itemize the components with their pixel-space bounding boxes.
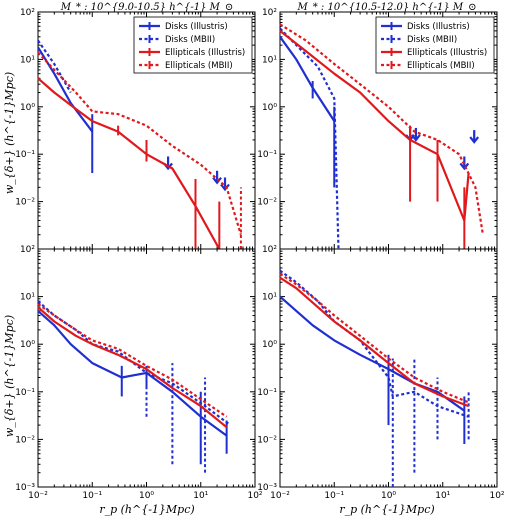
upper-limit-arrowhead: [220, 183, 230, 192]
x-tick-label: 10²: [247, 491, 262, 501]
column-title-left: M_* : 10^{9.0-10.5} h^{-1} M_⊙: [60, 2, 234, 13]
series-line: [279, 30, 470, 222]
series-line: [37, 77, 221, 250]
y-tick-label: 10⁻²: [257, 198, 277, 208]
x-tick-label: 10⁻²: [270, 491, 290, 501]
upper-limit-arrowhead: [411, 134, 421, 142]
y-tick-label: 10⁰: [20, 103, 35, 113]
upper-limit-arrowhead: [212, 177, 222, 185]
y-tick-label: 10²: [20, 245, 35, 255]
panel-top-left: 10⁻² 10⁻¹ 10⁰ 10¹ 10² Disks (Illustris) Disks …: [15, 8, 256, 250]
series-line: [279, 36, 336, 122]
legend-label: Disks (Illustris): [407, 22, 470, 32]
column-title-right: M_* : 10^{10.5-12.0} h^{-1} M_⊙: [297, 2, 477, 13]
y-tick-label: 10¹: [262, 293, 277, 303]
y-tick-label: 10⁰: [262, 103, 277, 113]
panel-top-right: 10⁻² 10⁻¹ 10⁰ 10¹ 10² Disks (Illustris) Disks …: [257, 8, 498, 250]
series-line: [279, 295, 465, 412]
legend-label: Disks (MBII): [165, 35, 215, 45]
series-line: [279, 272, 470, 404]
series-line: [37, 51, 242, 236]
legend-label: Ellipticals (Illustris): [165, 48, 245, 58]
legend-label: Ellipticals (MBII): [165, 61, 233, 71]
y-tick-label: 10⁰: [262, 340, 277, 350]
x-axis-label-right: r_p (h^{-1}Mpc): [339, 503, 434, 516]
x-tick-label: 10⁰: [139, 491, 154, 501]
series-line: [279, 23, 484, 235]
x-tick-label: 10¹: [193, 491, 208, 501]
y-tick-label: 10⁻¹: [257, 150, 277, 160]
x-tick-label: 10⁻¹: [324, 491, 344, 501]
y-tick-label: 10²: [20, 8, 35, 18]
x-axis-label-left: r_p (h^{-1}Mpc): [99, 503, 194, 516]
y-axis-label-bottom: w_{δ+} (h^{-1}Mpc): [3, 315, 16, 437]
x-tick-label: 10²: [489, 491, 504, 501]
series-line: [37, 39, 72, 94]
y-axis-label-top: w_{δ+} (h^{-1}Mpc): [3, 72, 16, 194]
upper-limit-arrowhead: [459, 162, 470, 171]
y-tick-label: 10⁻¹: [15, 388, 35, 398]
y-tick-label: 10⁻¹: [257, 388, 277, 398]
series-line: [279, 276, 469, 408]
x-tick-label: 10⁰: [381, 491, 396, 501]
y-tick-label: 10¹: [20, 293, 35, 303]
x-tick-label: 10⁻²: [28, 491, 48, 501]
series-line: [279, 269, 469, 418]
y-tick-label: 10⁻¹: [15, 150, 35, 160]
series-line: [37, 306, 228, 429]
y-tick-label: 10¹: [262, 55, 277, 65]
plot-area: 10⁻² 10⁻¹ 10⁰ 10¹ 10² Disks (Illustris) Disks …: [15, 8, 505, 501]
y-tick-label: 10⁻³: [15, 483, 35, 493]
y-tick-label: 10⁻²: [257, 435, 277, 445]
y-tick-label: 10¹: [20, 55, 35, 65]
series-line: [37, 303, 228, 418]
series-line: [279, 27, 340, 250]
y-tick-label: 10⁻²: [15, 198, 35, 208]
upper-limit-arrowhead: [469, 136, 480, 144]
legend-label: Ellipticals (Illustris): [407, 48, 487, 58]
legend-label: Disks (MBII): [407, 35, 457, 45]
legend-label: Disks (Illustris): [165, 22, 228, 32]
legend-label: Ellipticals (MBII): [407, 61, 475, 71]
x-tick-label: 10⁻¹: [82, 491, 102, 501]
x-tick-label: 10¹: [435, 491, 450, 501]
y-tick-label: 10⁰: [20, 340, 35, 350]
y-tick-label: 10⁻²: [15, 435, 35, 445]
y-tick-label: 10⁻³: [257, 483, 277, 493]
y-tick-label: 10²: [262, 8, 277, 18]
y-tick-label: 10²: [262, 245, 277, 255]
